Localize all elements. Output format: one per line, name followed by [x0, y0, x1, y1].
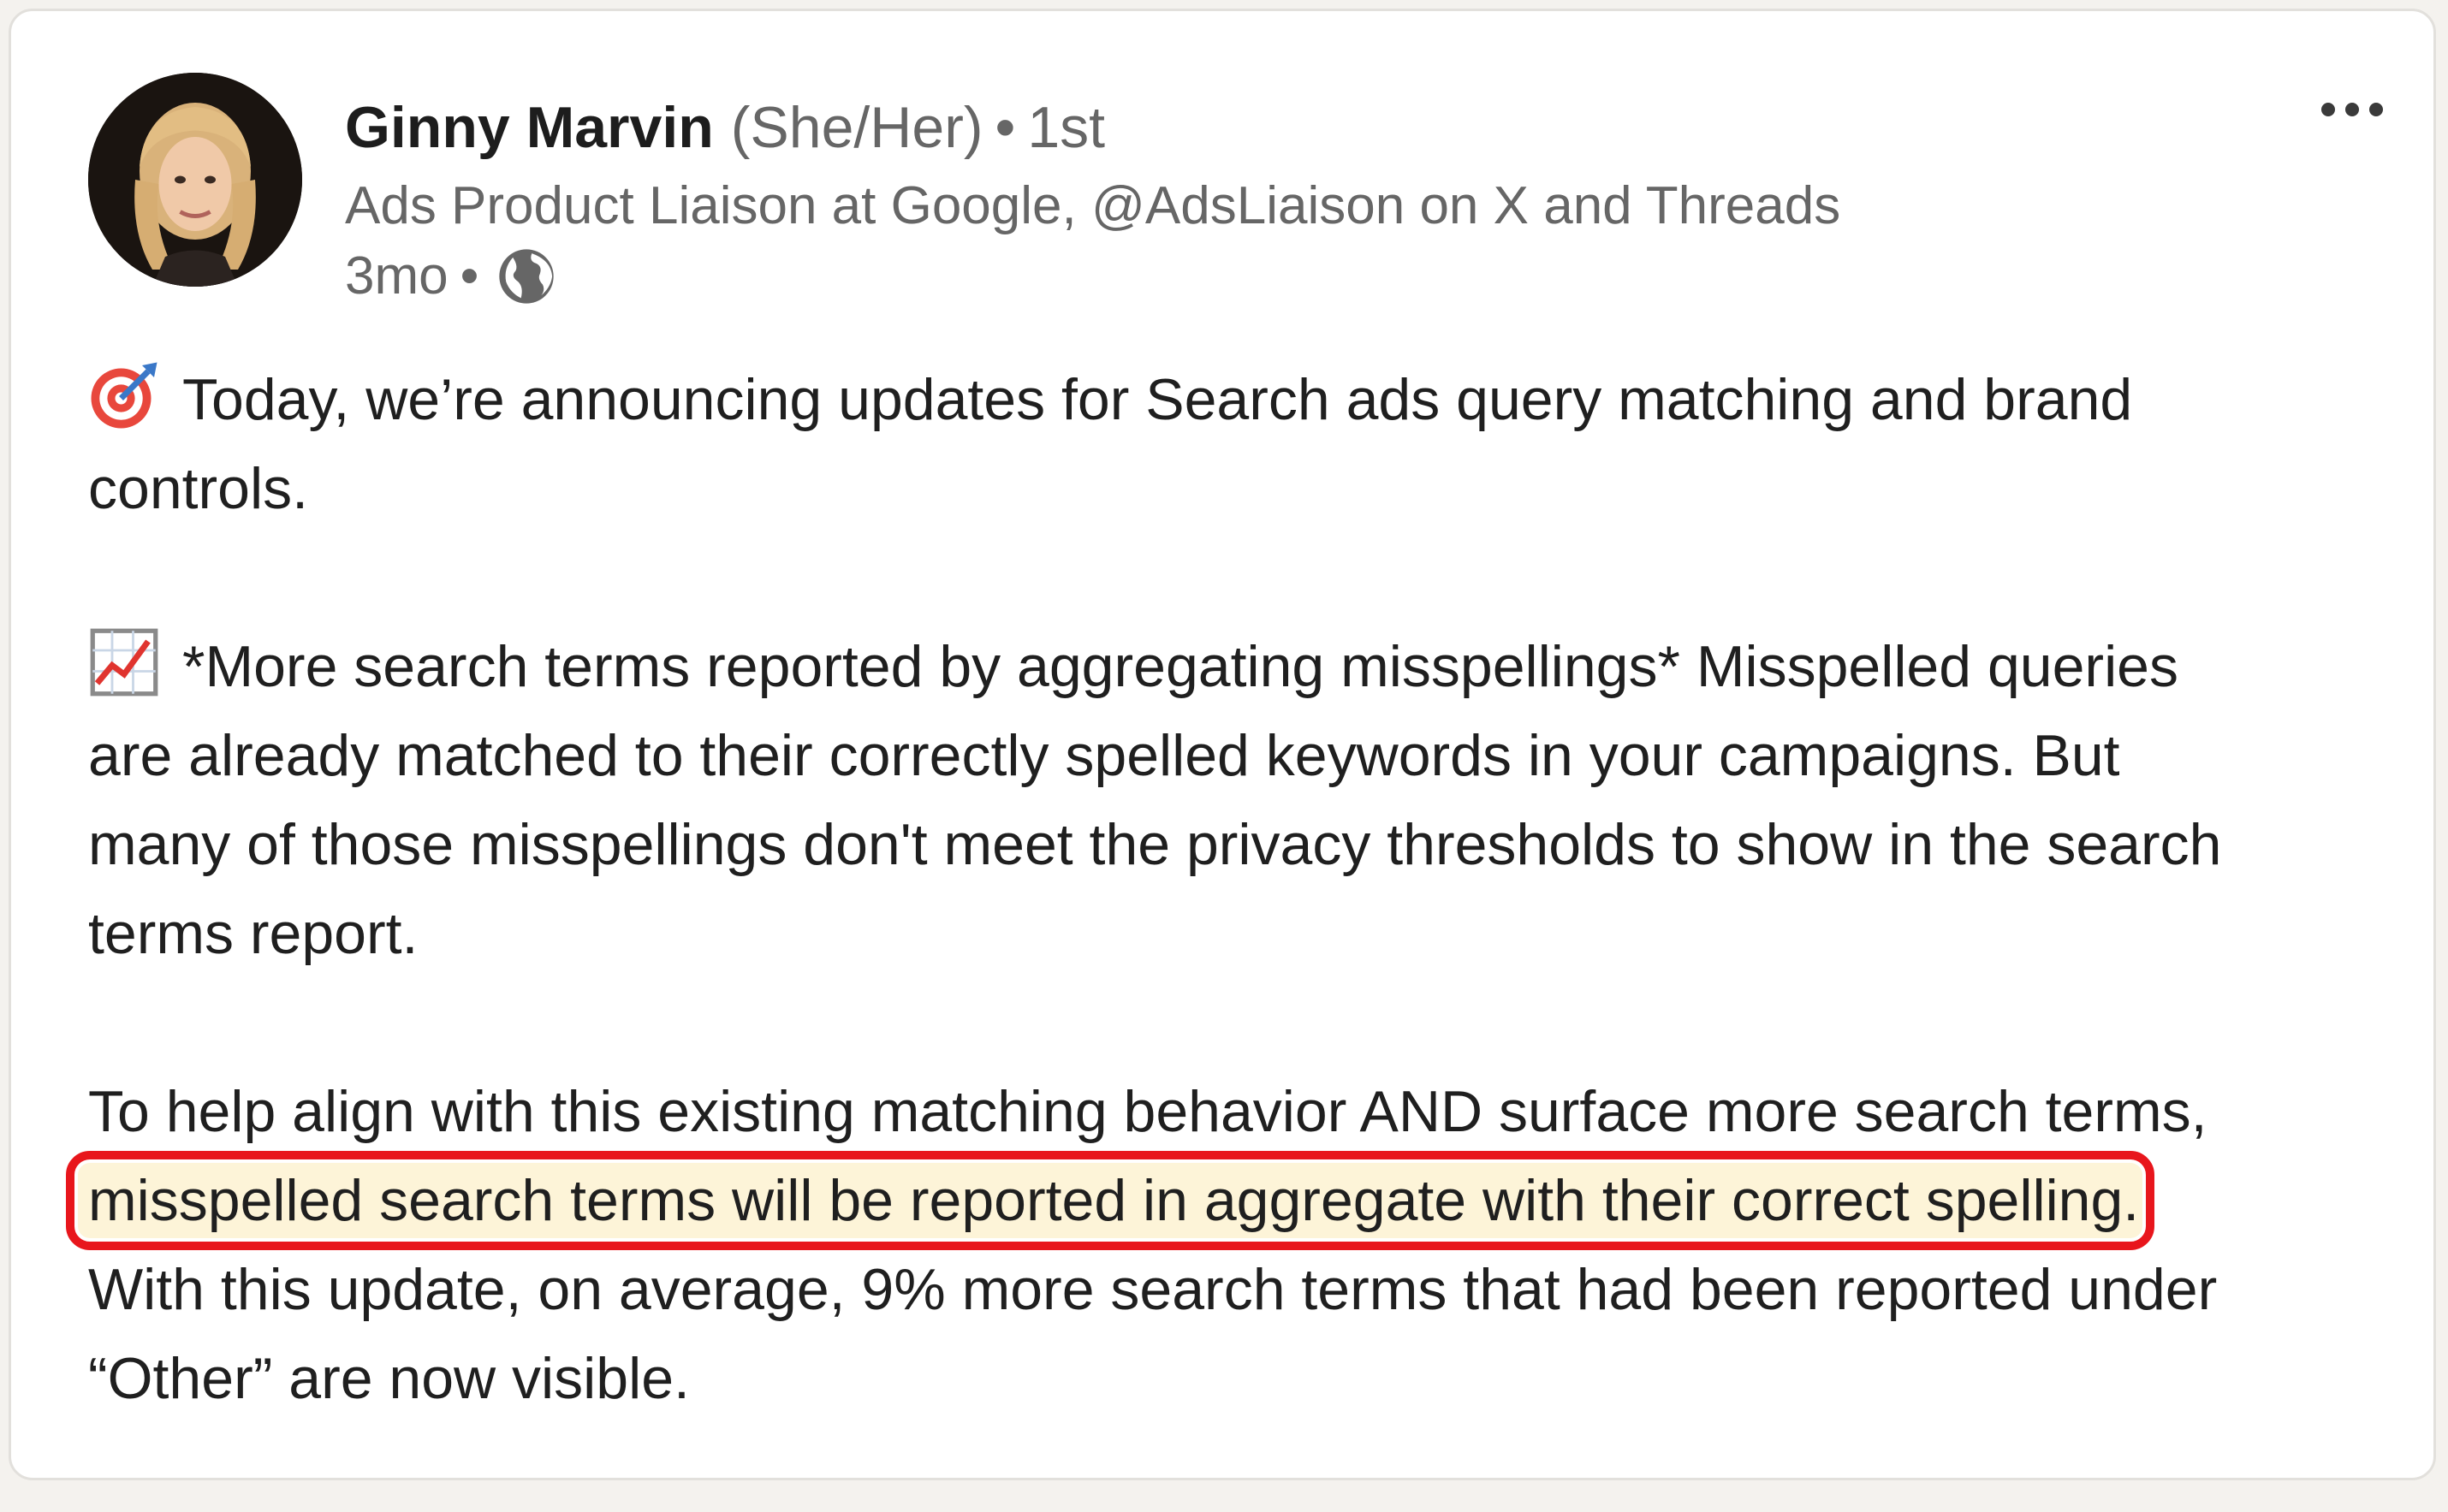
text-line: terms report. — [88, 901, 419, 966]
direct-hit-target-icon — [88, 359, 160, 431]
text-line: many of those misspellings don't meet th… — [88, 812, 2222, 877]
text-line: With this update, on average, 9% more se… — [88, 1257, 2218, 1322]
post-card: Ginny Marvin (She/Her) • 1st Ads Product Li… — [9, 9, 2436, 1480]
avatar-image — [88, 73, 302, 287]
separator-dot: • — [460, 246, 479, 305]
text-line: misspelled search terms will be reported… — [65, 1151, 2399, 1250]
connection-degree: 1st — [1027, 95, 1106, 160]
text-line: “Other” are now visible. — [88, 1346, 690, 1411]
more-options-button[interactable] — [2314, 80, 2391, 139]
globe-icon — [494, 244, 559, 309]
text-line-content: Today, we’re announcing updates for Sear… — [182, 367, 2133, 432]
author-line: Ginny Marvin (She/Her) • 1st — [345, 93, 1105, 162]
post-paragraph: *More search terms reported by aggregati… — [88, 622, 2399, 978]
text-line: To help align with this existing matchin… — [88, 1079, 2207, 1144]
text-line: Today, we’re announcing updates for Sear… — [88, 355, 2399, 444]
text-line: are already matched to their correctly s… — [88, 723, 2120, 788]
post-body: Today, we’re announcing updates for Sear… — [65, 355, 2399, 1512]
post-time: 3mo — [345, 246, 449, 305]
author-headline: Ads Product Liaison at Google, @AdsLiais… — [345, 176, 1841, 235]
author-pronouns: (She/Her) — [730, 95, 983, 160]
post-paragraph: Today, we’re announcing updates for Sear… — [88, 355, 2399, 533]
author-avatar[interactable] — [88, 73, 302, 287]
post-meta: 3mo • — [345, 244, 559, 309]
separator-dot: • — [995, 95, 1016, 160]
text-line-content: *More search terms reported by aggregati… — [182, 634, 2178, 699]
chart-increasing-icon — [88, 626, 160, 698]
post-paragraph: To help align with this existing matchin… — [65, 1067, 2399, 1423]
text-line: controls. — [88, 456, 308, 521]
author-name[interactable]: Ginny Marvin — [345, 95, 714, 160]
highlighted-sentence: misspelled search terms will be reported… — [65, 1151, 2155, 1250]
text-line: *More search terms reported by aggregati… — [88, 622, 2399, 711]
ellipsis-icon — [2321, 103, 2383, 116]
